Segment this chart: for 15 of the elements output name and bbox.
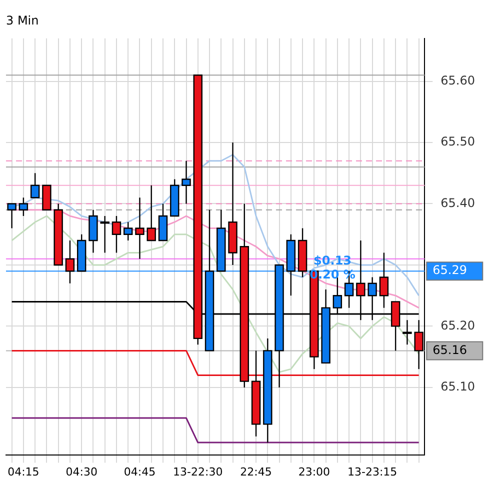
y-tick-label: 65.60 (440, 73, 476, 88)
x-tick-label: 23:00 (298, 465, 330, 478)
x-tick-label: 13-22:30 (173, 465, 223, 478)
ref-line-label: 65.16 (432, 342, 468, 357)
x-tick-label: 04:45 (124, 465, 156, 478)
x-tick-label: 04:30 (66, 465, 98, 478)
y-tick-label: 65.10 (440, 380, 476, 394)
y-tick-label: 65.50 (440, 134, 476, 149)
x-tick-label: 04:15 (8, 465, 40, 478)
x-tick-label: 22:45 (240, 465, 272, 478)
x-tick-label: 13-23:15 (347, 465, 398, 478)
y-tick-label: 65.20 (440, 318, 476, 332)
chart-title: 3 Min (6, 13, 39, 28)
y-tick-label: 65.40 (440, 196, 476, 210)
ref-line-label: 65.29 (432, 263, 468, 278)
